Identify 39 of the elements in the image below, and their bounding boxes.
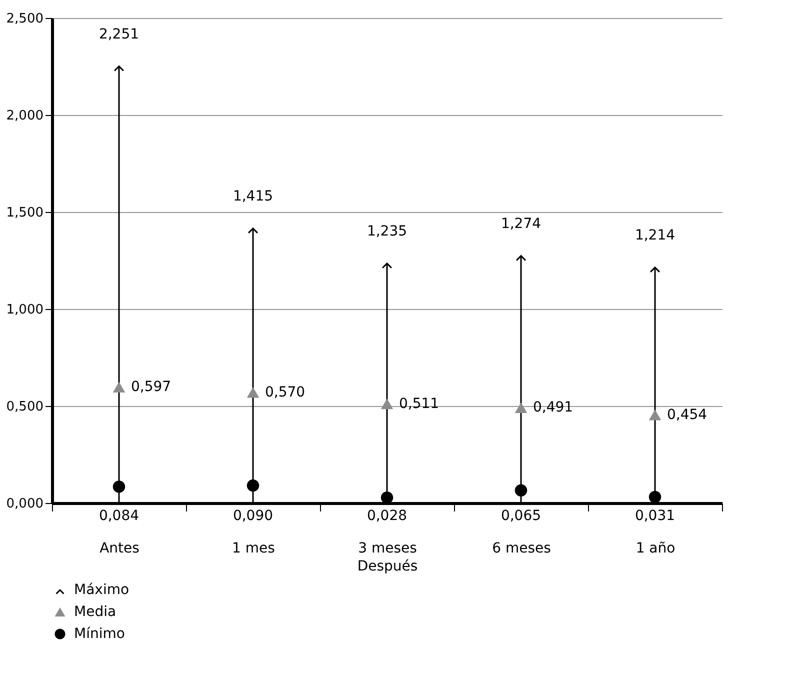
x-axis-title: Después — [357, 558, 418, 574]
data-label: 0,570 — [265, 384, 306, 400]
data-label: 0,028 — [366, 508, 408, 524]
point — [246, 387, 260, 398]
legend-label: Máximo — [74, 582, 130, 598]
point — [514, 484, 528, 496]
point — [112, 382, 126, 392]
point — [514, 402, 528, 414]
legend-label: Mínimo — [74, 626, 125, 642]
point — [246, 479, 260, 492]
data-label: 0,511 — [399, 396, 440, 412]
y-tick-label: 2,000 — [6, 108, 44, 124]
point — [648, 490, 662, 504]
data-label: 2,251 — [98, 26, 140, 42]
data-label: 1,274 — [500, 216, 542, 232]
x-tick-label: 1 año — [636, 540, 676, 556]
data-label: 0,065 — [500, 508, 542, 524]
point — [112, 480, 126, 493]
point — [380, 398, 394, 410]
data-label: 0,084 — [98, 508, 140, 524]
data-label: 1,214 — [634, 227, 676, 244]
data-label: 0,454 — [667, 406, 708, 423]
legend-label: Media — [74, 604, 116, 620]
data-label: 0,031 — [634, 508, 676, 524]
data-label: 0,597 — [131, 379, 172, 396]
x-tick-label: Antes — [100, 540, 140, 556]
x-tick-label: 1 mes — [232, 540, 275, 556]
data-label: 1,415 — [232, 188, 274, 204]
y-tick-label: 1,000 — [6, 302, 44, 318]
data-label: 0,090 — [232, 508, 274, 524]
point — [648, 410, 662, 420]
data-label: 1,235 — [366, 223, 408, 240]
y-tick-label: 1,500 — [6, 206, 44, 220]
x-tick-label: 3 meses — [358, 540, 417, 556]
y-tick-label: 0,500 — [6, 400, 44, 414]
x-tick-label: 6 meses — [492, 540, 551, 556]
y-tick-label: 2,500 — [6, 12, 44, 26]
y-tick-label: 0,000 — [6, 496, 44, 512]
data-label: 0,491 — [533, 400, 574, 416]
